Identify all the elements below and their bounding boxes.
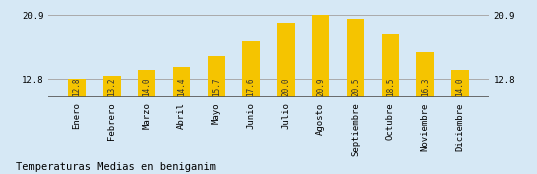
Bar (177, 84, 186, 97)
Bar (107, 84, 116, 97)
Bar (68, 79, 86, 97)
Text: 12.8: 12.8 (72, 78, 82, 96)
Bar (382, 34, 399, 97)
Text: 17.6: 17.6 (246, 78, 256, 96)
Bar (312, 15, 329, 97)
Text: 16.3: 16.3 (420, 78, 430, 96)
Bar (242, 41, 260, 97)
Bar (208, 56, 225, 97)
Bar (138, 70, 155, 97)
Bar (142, 84, 151, 97)
Text: 20.0: 20.0 (281, 78, 291, 96)
Text: Temperaturas Medias en beniganim: Temperaturas Medias en beniganim (16, 162, 216, 172)
Text: 20.9: 20.9 (316, 78, 325, 96)
Bar (347, 19, 364, 97)
Bar (416, 52, 434, 97)
Text: 20.5: 20.5 (351, 78, 360, 96)
Bar (246, 84, 256, 97)
Bar (277, 23, 295, 97)
Bar (455, 84, 465, 97)
Bar (212, 84, 221, 97)
Bar (386, 84, 395, 97)
Text: 14.0: 14.0 (455, 78, 465, 96)
Bar (421, 84, 430, 97)
Bar (316, 84, 325, 97)
Bar (281, 84, 291, 97)
Bar (451, 70, 469, 97)
Bar (173, 67, 190, 97)
Bar (351, 84, 360, 97)
Text: 14.4: 14.4 (177, 78, 186, 96)
Text: 13.2: 13.2 (107, 78, 117, 96)
Text: 18.5: 18.5 (386, 78, 395, 96)
Bar (72, 84, 82, 97)
Text: 15.7: 15.7 (212, 78, 221, 96)
Bar (103, 76, 121, 97)
Text: 14.0: 14.0 (142, 78, 151, 96)
